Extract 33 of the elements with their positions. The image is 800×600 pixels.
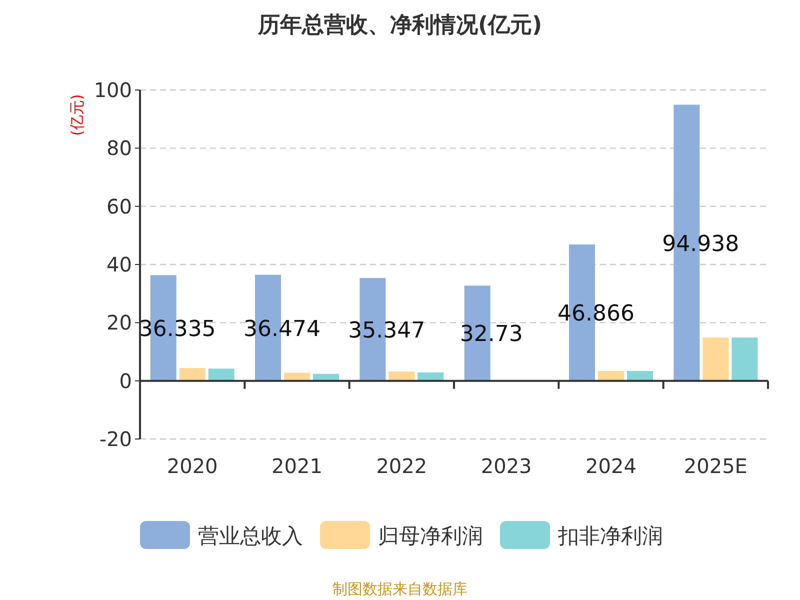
data-label: 36.474 (244, 316, 320, 342)
y-tick-label: 40 (106, 252, 132, 276)
data-label: 36.335 (138, 316, 216, 342)
bar (732, 338, 758, 381)
text: 制图数据来自数据库 (332, 580, 468, 598)
data-label: 32.73 (460, 322, 523, 348)
y-tick-label: 20 (106, 310, 132, 335)
x-tick-label: 2021 (272, 454, 322, 478)
data-label: 35.347 (348, 318, 426, 344)
y-tick-label: 80 (106, 136, 132, 160)
y-tick-label: 0 (119, 368, 132, 393)
data-label: 46.866 (558, 302, 634, 327)
y-tick-label: 100 (94, 78, 132, 102)
legend-label: 扣非净利润 (557, 524, 663, 548)
y-tick-label: 60 (106, 194, 132, 218)
bar (598, 370, 624, 381)
data-label: 94.938 (662, 232, 740, 257)
bar (702, 338, 729, 381)
x-tick-label: 2022 (376, 454, 428, 478)
legend-label: 营业总收入 (198, 524, 303, 548)
y-axis-title: (亿元) (68, 94, 86, 136)
bar (388, 372, 415, 381)
bar (627, 370, 653, 381)
x-tick-label: 2020 (166, 454, 218, 478)
y-tick-label: -20 (99, 427, 132, 451)
x-tick-label: 2024 (586, 454, 636, 478)
bar (179, 368, 206, 381)
bar (208, 368, 234, 381)
bar (284, 372, 310, 381)
x-tick-label: 2025E (684, 454, 748, 478)
legend-label: 归母净利润 (378, 524, 483, 548)
chart-title: 历年总营收、净利情况(亿元) (256, 13, 542, 38)
x-tick-label: 2023 (480, 454, 532, 478)
